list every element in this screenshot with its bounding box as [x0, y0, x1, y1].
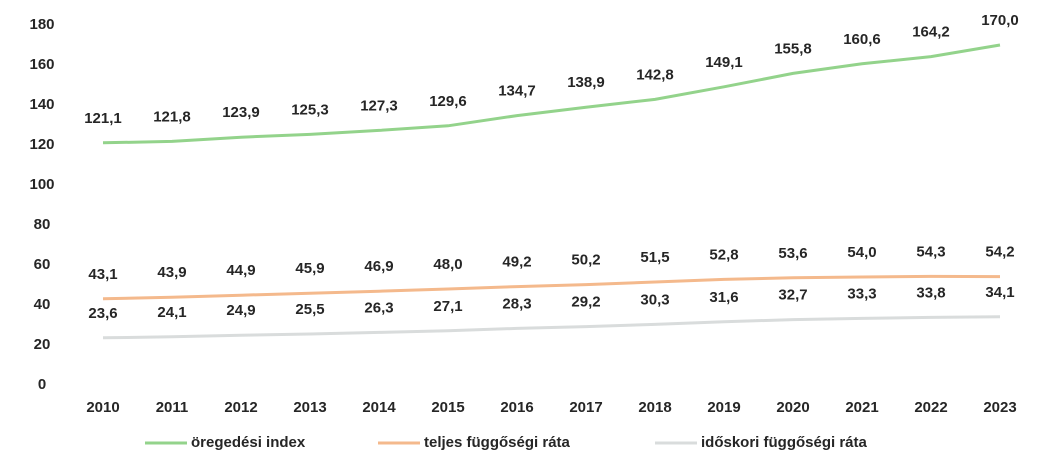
- data-label: 45,9: [295, 260, 324, 277]
- data-label: 28,3: [502, 295, 531, 312]
- data-label: 24,1: [157, 304, 186, 321]
- y-tick-label: 120: [29, 136, 54, 153]
- data-label: 52,8: [709, 246, 738, 263]
- data-label: 51,5: [640, 249, 669, 266]
- data-label: 127,3: [360, 97, 398, 114]
- x-tick-label: 2023: [983, 399, 1016, 416]
- data-label: 54,0: [847, 244, 876, 261]
- x-tick-label: 2014: [362, 399, 396, 416]
- x-tick-label: 2021: [845, 399, 878, 416]
- data-label: 138,9: [567, 74, 605, 91]
- data-label: 25,5: [295, 301, 324, 318]
- data-label: 129,6: [429, 93, 467, 110]
- x-tick-label: 2016: [500, 399, 533, 416]
- data-label: 43,9: [157, 264, 186, 281]
- data-label: 123,9: [222, 104, 260, 121]
- data-label: 24,9: [226, 302, 255, 319]
- y-tick-label: 80: [34, 216, 51, 233]
- data-label: 29,2: [571, 294, 600, 311]
- x-tick-label: 2017: [569, 399, 602, 416]
- data-label: 48,0: [433, 256, 462, 273]
- data-label: 34,1: [985, 284, 1014, 301]
- data-label: 33,3: [847, 285, 876, 302]
- y-tick-label: 60: [34, 256, 51, 273]
- y-tick-label: 0: [38, 376, 46, 393]
- data-label: 164,2: [912, 24, 950, 41]
- data-label: 43,1: [88, 266, 117, 283]
- x-tick-label: 2015: [431, 399, 464, 416]
- x-tick-label: 2011: [156, 399, 189, 416]
- x-tick-label: 2020: [776, 399, 809, 416]
- legend-label: teljes függőségi ráta: [424, 434, 571, 451]
- data-label: 54,2: [985, 244, 1014, 261]
- data-label: 27,1: [433, 298, 462, 315]
- data-label: 32,7: [778, 287, 807, 304]
- data-label: 44,9: [226, 262, 255, 279]
- x-tick-label: 2018: [638, 399, 671, 416]
- data-label: 134,7: [498, 83, 536, 100]
- data-label: 121,1: [84, 110, 122, 127]
- data-label: 49,2: [502, 254, 531, 271]
- data-label: 50,2: [571, 252, 600, 269]
- data-label: 160,6: [843, 31, 881, 48]
- data-label: 53,6: [778, 245, 807, 262]
- x-tick-label: 2012: [224, 399, 257, 416]
- data-label: 121,8: [153, 108, 191, 125]
- x-tick-label: 2010: [86, 399, 119, 416]
- data-label: 142,8: [636, 66, 674, 83]
- y-tick-label: 180: [29, 16, 54, 33]
- legend-label: öregedési index: [191, 434, 306, 451]
- series-line: [102, 43, 1001, 145]
- data-label: 33,8: [916, 284, 945, 301]
- data-label: 149,1: [705, 54, 743, 71]
- y-tick-label: 160: [29, 56, 54, 73]
- y-tick-label: 40: [34, 296, 51, 313]
- data-label: 46,9: [364, 258, 393, 275]
- series-line: [102, 315, 1001, 340]
- data-label: 125,3: [291, 101, 329, 118]
- y-tick-label: 20: [34, 336, 51, 353]
- y-tick-label: 140: [29, 96, 54, 113]
- data-label: 170,0: [981, 12, 1019, 29]
- legend-label: időskori függőségi ráta: [701, 434, 868, 451]
- data-label: 26,3: [364, 299, 393, 316]
- data-label: 23,6: [88, 305, 117, 322]
- data-label: 30,3: [640, 291, 669, 308]
- x-tick-label: 2019: [707, 399, 740, 416]
- data-label: 31,6: [709, 289, 738, 306]
- x-tick-label: 2013: [293, 399, 326, 416]
- data-label: 54,3: [916, 243, 945, 260]
- series-line: [102, 274, 1001, 301]
- data-label: 155,8: [774, 40, 812, 57]
- x-tick-label: 2022: [914, 399, 947, 416]
- y-tick-label: 100: [29, 176, 54, 193]
